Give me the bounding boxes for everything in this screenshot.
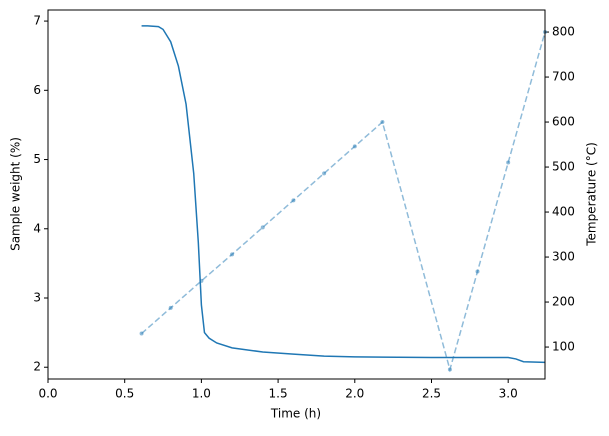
data-point: [380, 120, 385, 125]
data-point: [260, 225, 265, 230]
x-tick-label: 1.0: [192, 387, 211, 401]
y2-tick-label: 300: [552, 250, 575, 264]
x-tick-label: 1.5: [269, 387, 288, 401]
data-point: [199, 278, 204, 283]
y2-tick-label: 700: [552, 70, 575, 84]
y-tick-label: 4: [33, 221, 41, 235]
x-tick-label: 2.5: [422, 387, 441, 401]
data-point: [506, 160, 511, 165]
data-point: [168, 305, 173, 310]
y-tick-label: 3: [33, 291, 41, 305]
y-tick-label: 6: [33, 83, 41, 97]
y-tick-label: 5: [33, 152, 41, 166]
x-tick-label: 3.0: [499, 387, 518, 401]
data-point: [230, 252, 235, 257]
series-line: [141, 25, 546, 364]
x-tick-label: 0.5: [115, 387, 134, 401]
y2-tick-label: 100: [552, 340, 575, 354]
y-tick-label: 7: [33, 14, 41, 28]
y2-tick-label: 800: [552, 25, 575, 39]
data-point: [352, 144, 357, 149]
y2-axis-label: Temperature (°C): [585, 142, 599, 247]
y2-tick-label: 400: [552, 205, 575, 219]
x-axis-label: Time (h): [270, 407, 321, 421]
y2-tick-label: 600: [552, 115, 575, 129]
data-point: [475, 269, 480, 274]
y2-tick-label: 200: [552, 295, 575, 309]
data-point: [291, 198, 296, 203]
plot-frame: [47, 9, 546, 380]
series-line: [141, 31, 546, 373]
data-point: [139, 331, 144, 336]
data-point: [322, 171, 327, 176]
x-tick-label: 0.0: [38, 387, 57, 401]
data-point: [447, 367, 452, 372]
x-tick-label: 2.0: [345, 387, 364, 401]
y-tick-label: 2: [33, 360, 41, 374]
y2-tick-label: 500: [552, 160, 575, 174]
y-axis-label: Sample weight (%): [9, 137, 23, 251]
